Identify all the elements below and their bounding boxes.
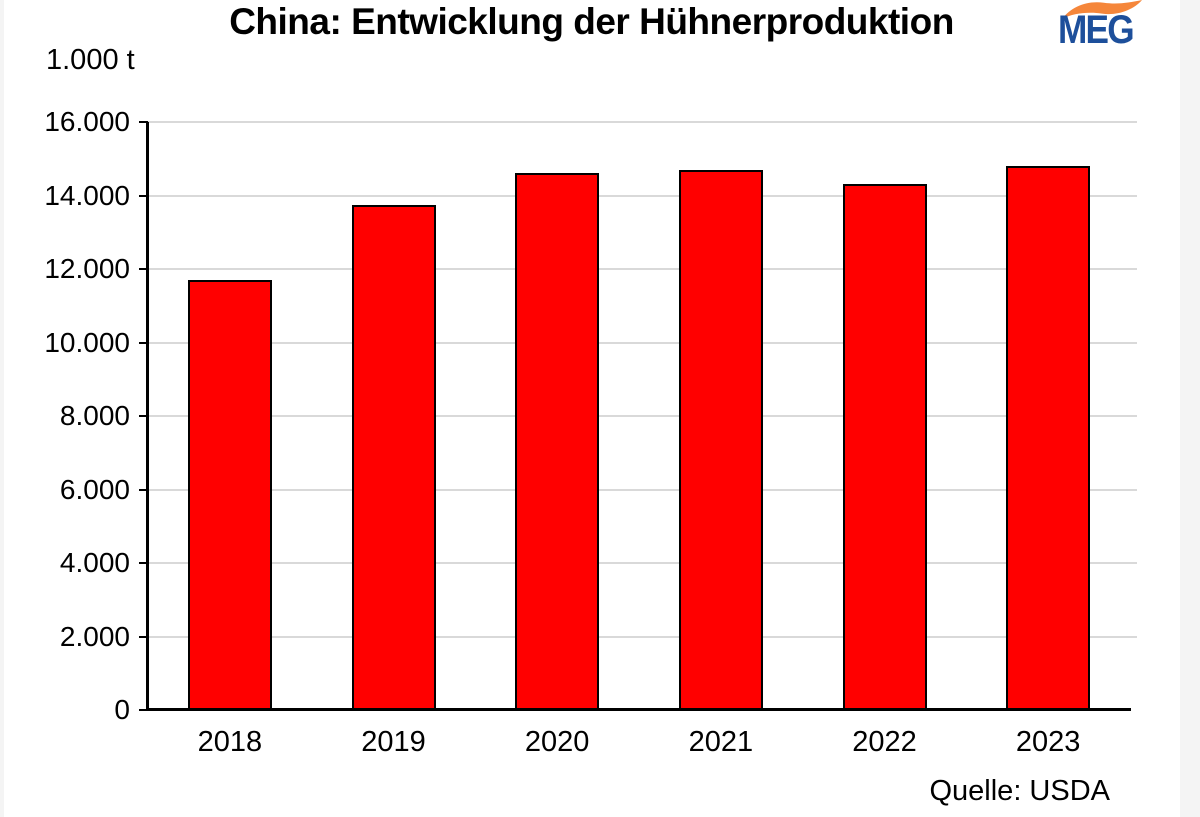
gridline-16.000: [148, 121, 1137, 123]
page-edge-strip-right: [1180, 0, 1200, 817]
y-tick-mark-10.000: [139, 341, 148, 344]
y-tick-mark-4.000: [139, 562, 148, 564]
y-axis-unit-label: 1.000 t: [46, 44, 135, 76]
gridline-4.000: [148, 562, 1137, 564]
y-tick-mark-14.000: [139, 194, 148, 197]
y-tick-label-16.000: 16.000: [44, 106, 130, 137]
x-tick-label-2021: 2021: [688, 726, 754, 758]
y-tick-mark-8.000: [139, 415, 148, 417]
page-edge-strip-left: [0, 0, 4, 817]
y-tick-label-4.000: 4.000: [59, 547, 130, 578]
meg-logo: MEG: [1056, 0, 1146, 54]
bar-2020: [515, 173, 600, 710]
x-tick-label-2022: 2022: [852, 726, 917, 758]
bar-2018: [187, 280, 272, 710]
y-tick-label-0: 0: [114, 694, 130, 725]
gridline-14.000: [148, 194, 1137, 197]
y-tick-label-12.000: 12.000: [44, 253, 130, 284]
chart-title: China: Entwicklung der Hühnerproduktion: [229, 1, 954, 42]
y-tick-mark-0: [139, 709, 148, 711]
bar-2019: [351, 204, 436, 710]
gridline-12.000: [148, 268, 1137, 270]
gridline-10.000: [148, 341, 1137, 344]
y-tick-mark-12.000: [139, 268, 148, 270]
x-tick-label-2019: 2019: [361, 726, 426, 758]
bar-2022: [842, 184, 927, 710]
y-tick-label-8.000: 8.000: [59, 400, 130, 431]
source-caption: Quelle: USDA: [929, 775, 1110, 807]
y-tick-mark-2.000: [139, 635, 148, 638]
y-axis-line: [146, 122, 149, 711]
bar-2023: [1006, 166, 1091, 710]
x-tick-label-2020: 2020: [524, 726, 590, 758]
bar-2021: [678, 169, 763, 710]
logo-swoosh-icon: [1062, 0, 1142, 20]
logo-text: MEG: [1058, 8, 1135, 52]
gridline-6.000: [148, 488, 1137, 491]
y-tick-label-6.000: 6.000: [59, 473, 130, 505]
gridline-8.000: [148, 415, 1137, 417]
y-tick-label-10.000: 10.000: [44, 326, 130, 358]
y-tick-label-2.000: 2.000: [59, 620, 130, 652]
x-tick-label-2018: 2018: [197, 726, 263, 758]
x-tick-label-2023: 2023: [1015, 726, 1081, 758]
gridline-2.000: [148, 635, 1137, 638]
y-tick-mark-6.000: [139, 488, 148, 491]
y-tick-mark-16.000: [139, 121, 148, 123]
y-tick-label-14.000: 14.000: [44, 179, 130, 211]
x-axis-line: [146, 708, 1131, 711]
